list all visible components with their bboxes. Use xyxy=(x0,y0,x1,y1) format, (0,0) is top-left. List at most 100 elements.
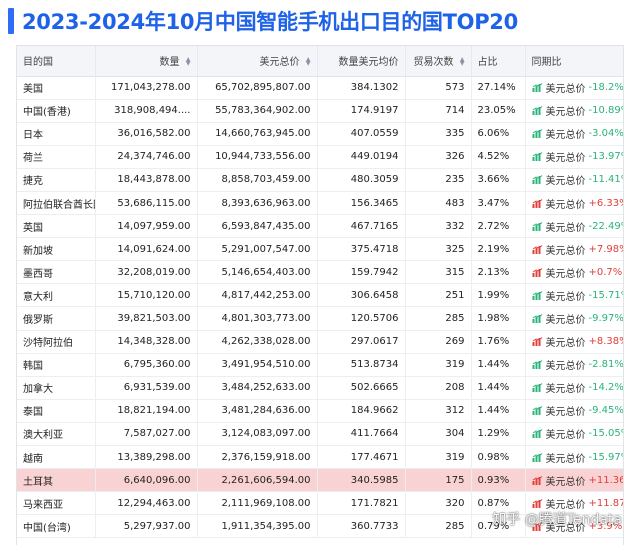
cell-quantity: 6,795,360.00 xyxy=(95,353,198,377)
table-row[interactable]: 意大利 15,710,120.00 4,817,442,253.00 306.6458… xyxy=(17,283,623,308)
header-yoy: 同期比 xyxy=(525,46,623,77)
cell-unit-price: 375.4718 xyxy=(317,237,406,262)
cell-usd-total: 3,124,083,097.00 xyxy=(197,422,318,447)
yoy-value: -9.45% xyxy=(588,405,623,417)
yoy-value: -10.89% xyxy=(588,105,623,117)
cell-usd-total: 3,484,252,633.00 xyxy=(197,376,318,400)
header-trade-count[interactable]: 贸易次数 ▲ ▼ xyxy=(405,46,472,77)
cell-usd-total: 1,911,354,395.00 xyxy=(197,514,318,539)
table-row[interactable]: 中国(香港) 318,908,494.... 55,783,364,902.00 17… xyxy=(17,99,623,123)
cell-yoy: 美元总价-22.49% xyxy=(525,214,623,239)
table-row[interactable]: 墨西哥 32,208,019.00 5,146,654,403.00 159.7942… xyxy=(17,260,623,285)
table-row[interactable]: 越南 13,389,298.00 2,376,159,918.00 177.4671 3… xyxy=(17,445,623,470)
cell-country: 越南 xyxy=(17,445,96,470)
cell-usd-total: 2,376,159,918.00 xyxy=(197,445,318,470)
cell-yoy: 美元总价+6.33% xyxy=(525,191,623,216)
cell-unit-price: 411.7664 xyxy=(317,422,406,447)
table-row[interactable]: 俄罗斯 39,821,503.00 4,801,303,773.00 120.5706… xyxy=(17,306,623,331)
cell-quantity: 32,208,019.00 xyxy=(95,260,198,285)
cell-quantity: 6,931,539.00 xyxy=(95,376,198,400)
table-row[interactable]: 日本 36,016,582.00 14,660,763,945.00 407.0559… xyxy=(17,122,623,146)
cell-share: 1.76% xyxy=(471,330,526,354)
cell-unit-price: 407.0559 xyxy=(317,122,406,146)
sort-icon[interactable]: ▲ ▼ xyxy=(185,56,191,68)
table-row[interactable]: 荷兰 24,374,746.00 10,944,733,556.00 449.0194… xyxy=(17,145,623,169)
yoy-value: +8.38% xyxy=(588,336,623,348)
header-usd-total[interactable]: 美元总价 ▲ ▼ xyxy=(197,46,318,77)
yoy-label: 美元总价 xyxy=(545,384,586,396)
cell-country: 阿拉伯联合酋长国 xyxy=(17,191,96,216)
header-quantity[interactable]: 数量 ▲ ▼ xyxy=(95,46,198,77)
trend-up-icon xyxy=(532,267,543,277)
table-row[interactable]: 新加坡 14,091,624.00 5,291,007,547.00 375.4718… xyxy=(17,237,623,262)
cell-unit-price: 184.9662 xyxy=(317,399,406,423)
cell-quantity: 36,016,582.00 xyxy=(95,122,198,146)
cell-quantity: 14,348,328.00 xyxy=(95,330,198,354)
cell-share: 1.29% xyxy=(471,422,526,447)
trend-down-icon xyxy=(532,152,543,162)
table-row[interactable]: 土耳其 6,640,096.00 2,261,606,594.00 340.5985 1… xyxy=(17,468,623,493)
cell-usd-total: 14,660,763,945.00 xyxy=(197,122,318,146)
cell-unit-price: 306.6458 xyxy=(317,283,406,308)
cell-country: 英国 xyxy=(17,214,96,239)
cell-share: 0.79% xyxy=(471,514,526,539)
cell-usd-total: 8,858,703,459.00 xyxy=(197,168,318,192)
cell-country: 加拿大 xyxy=(17,376,96,400)
cell-trade-count: 235 xyxy=(405,168,472,192)
table-row[interactable]: 韩国 6,795,360.00 3,491,954,510.00 513.8734 31… xyxy=(17,353,623,377)
trend-up-icon xyxy=(532,498,543,508)
cell-trade-count: 285 xyxy=(405,306,472,331)
cell-trade-count: 175 xyxy=(405,468,472,493)
table-row[interactable]: 泰国 18,821,194.00 3,481,284,636.00 184.9662 3… xyxy=(17,399,623,423)
trend-down-icon xyxy=(532,175,543,185)
yoy-label: 美元总价 xyxy=(545,291,586,303)
cell-share: 1.44% xyxy=(471,399,526,423)
yoy-value: +3.9% xyxy=(588,520,623,532)
cell-quantity: 171,043,278.00 xyxy=(95,76,198,100)
table-row[interactable]: 中国(台湾) 5,297,937.00 1,911,354,395.00 360.77… xyxy=(17,514,623,539)
cell-quantity: 13,389,298.00 xyxy=(95,445,198,470)
cell-trade-count: 312 xyxy=(405,399,472,423)
table-row[interactable]: 沙特阿拉伯 14,348,328.00 4,262,338,028.00 297.06… xyxy=(17,330,623,354)
trend-down-icon xyxy=(532,221,543,231)
cell-unit-price: 480.3059 xyxy=(317,168,406,192)
yoy-value: -14.2% xyxy=(588,382,623,394)
table-row[interactable]: 澳大利亚 7,587,027.00 3,124,083,097.00 411.7664… xyxy=(17,422,623,447)
cell-trade-count: 251 xyxy=(405,283,472,308)
yoy-value: +7.98% xyxy=(588,243,623,255)
cell-quantity: 7,587,027.00 xyxy=(95,422,198,447)
sort-icon[interactable]: ▲ ▼ xyxy=(305,56,311,68)
trend-down-icon xyxy=(532,129,543,139)
table-row[interactable]: 加拿大 6,931,539.00 3,484,252,633.00 502.6665 2… xyxy=(17,376,623,400)
table-row[interactable]: 捷克 18,443,878.00 8,858,703,459.00 480.3059 2… xyxy=(17,168,623,192)
cell-country: 土耳其 xyxy=(17,468,96,493)
cell-trade-count: 326 xyxy=(405,145,472,169)
cell-yoy: 美元总价-15.05% xyxy=(525,422,623,447)
cell-unit-price: 340.5985 xyxy=(317,468,406,493)
cell-country: 美国 xyxy=(17,76,96,100)
sort-icon[interactable]: ▲ ▼ xyxy=(459,56,465,68)
cell-yoy: 美元总价 +0.7% xyxy=(525,260,623,285)
cell-trade-count: 315 xyxy=(405,260,472,285)
yoy-value: -9.97% xyxy=(588,312,623,324)
cell-quantity: 318,908,494.... xyxy=(95,99,198,123)
table-row[interactable]: 马来西亚 12,294,463.00 2,111,969,108.00 171.782… xyxy=(17,491,623,516)
cell-unit-price: 360.7733 xyxy=(317,514,406,539)
cell-yoy: 美元总价+11.87% xyxy=(525,491,623,516)
yoy-label: 美元总价 xyxy=(545,522,586,534)
cell-unit-price: 120.5706 xyxy=(317,306,406,331)
table-row[interactable]: 英国 14,097,959.00 6,593,847,435.00 467.7165 3… xyxy=(17,214,623,239)
trend-down-icon xyxy=(532,406,543,416)
table-row[interactable]: 阿拉伯联合酋长国 53,686,115.00 8,393,636,963.00 156… xyxy=(17,191,623,216)
yoy-label: 美元总价 xyxy=(545,361,586,373)
cell-share: 1.44% xyxy=(471,353,526,377)
cell-unit-price: 449.0194 xyxy=(317,145,406,169)
cell-country: 马来西亚 xyxy=(17,491,96,516)
cell-share: 2.13% xyxy=(471,260,526,285)
yoy-label: 美元总价 xyxy=(545,199,586,211)
cell-share: 1.98% xyxy=(471,306,526,331)
cell-unit-price: 384.1302 xyxy=(317,76,406,100)
yoy-value: -11.41% xyxy=(588,174,623,186)
cell-yoy: 美元总价-15.97% xyxy=(525,445,623,470)
table-row[interactable]: 美国 171,043,278.00 65,702,895,807.00 384.130… xyxy=(17,76,623,100)
